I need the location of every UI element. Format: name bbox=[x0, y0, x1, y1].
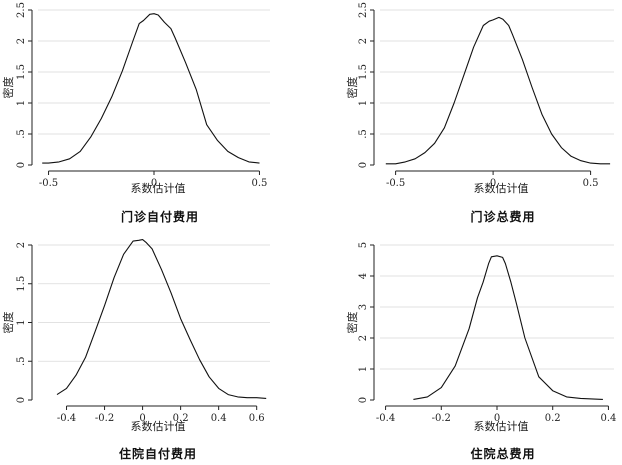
x-tick-label-0: -0.5 bbox=[386, 178, 405, 189]
y-tick-label-2: 1 bbox=[16, 100, 27, 106]
y-tick-label-3: 1.5 bbox=[358, 64, 369, 80]
x-tick-label-0: -0.5 bbox=[39, 178, 58, 189]
x-tick-label-3: 0.2 bbox=[545, 413, 561, 424]
x-tick-label-0: -0.4 bbox=[57, 413, 76, 424]
x-tick-label-2: 0.5 bbox=[252, 178, 268, 189]
density-curve-inpatient-total bbox=[413, 255, 603, 400]
y-tick-label-1: .5 bbox=[16, 129, 27, 139]
x-axis-title: 系数估计值 bbox=[474, 182, 529, 195]
y-tick-label-4: 2 bbox=[16, 38, 27, 44]
x-tick-label-4: 0.4 bbox=[211, 413, 227, 424]
y-axis-title: 密度 bbox=[1, 312, 15, 334]
caption-outpatient-self-pay: 门诊自付费用 bbox=[120, 210, 199, 224]
x-tick-label-1: -0.2 bbox=[95, 413, 114, 424]
density-curve-inpatient-self-pay bbox=[56, 239, 267, 399]
x-axis-title: 系数估计值 bbox=[131, 182, 186, 195]
y-tick-label-0: 0 bbox=[16, 162, 27, 168]
density-curve-outpatient-total bbox=[385, 16, 611, 165]
y-axis-title: 密度 bbox=[1, 77, 15, 99]
caption-inpatient-self-pay: 住院自付费用 bbox=[118, 447, 197, 461]
x-tick-label-2: 0 bbox=[139, 413, 145, 424]
caption-outpatient-total: 门诊总费用 bbox=[470, 210, 536, 224]
x-tick-label-1: -0.2 bbox=[432, 413, 451, 424]
x-axis-title: 系数估计值 bbox=[131, 420, 186, 433]
y-tick-label-0: 0 bbox=[358, 162, 369, 168]
y-tick-label-1: 1 bbox=[358, 366, 369, 372]
y-tick-label-2: 1 bbox=[358, 100, 369, 106]
y-tick-label-5: 5 bbox=[358, 242, 369, 248]
x-tick-label-1: 0 bbox=[151, 178, 157, 189]
density-panel-inpatient-total: 0 1 2 3 4 5 -0.4 -0.2 0 0.2 0.4 系数估计值 密度 bbox=[345, 242, 616, 433]
y-tick-label-2: 1 bbox=[16, 319, 27, 325]
y-tick-label-0: 0 bbox=[358, 397, 369, 403]
y-tick-label-3: 3 bbox=[358, 304, 369, 310]
y-tick-label-0: 0 bbox=[16, 397, 27, 403]
x-tick-label-3: 0.2 bbox=[173, 413, 189, 424]
x-tick-label-1: 0 bbox=[490, 178, 496, 189]
y-tick-label-4: 2 bbox=[16, 242, 27, 248]
density-panel-inpatient-self-pay: 0 .5 1 1.5 2 -0.4 -0.2 0 0.2 0.4 0.6 系数估计值 密度 bbox=[1, 239, 270, 433]
x-tick-label-2: 0 bbox=[494, 413, 500, 424]
y-tick-label-5: 2.5 bbox=[16, 2, 27, 18]
x-tick-label-2: 0.5 bbox=[583, 178, 599, 189]
y-axis-title: 密度 bbox=[345, 312, 359, 334]
caption-inpatient-total: 住院总费用 bbox=[470, 447, 536, 461]
x-axis-title: 系数估计值 bbox=[474, 420, 529, 433]
y-tick-label-5: 2.5 bbox=[358, 2, 369, 18]
y-tick-label-1: .5 bbox=[358, 129, 369, 139]
y-tick-label-3: 1.5 bbox=[16, 64, 27, 80]
x-tick-label-5: 0.6 bbox=[249, 413, 265, 424]
y-axis-title: 密度 bbox=[345, 77, 359, 99]
x-tick-label-4: 0.4 bbox=[600, 413, 616, 424]
y-tick-label-4: 2 bbox=[358, 38, 369, 44]
density-curve-outpatient-self-pay bbox=[42, 13, 260, 164]
y-tick-label-4: 4 bbox=[358, 273, 369, 279]
y-tick-label-1: .5 bbox=[16, 356, 27, 366]
y-tick-label-3: 1.5 bbox=[16, 276, 27, 292]
x-tick-label-0: -0.4 bbox=[376, 413, 395, 424]
y-tick-label-2: 2 bbox=[358, 335, 369, 341]
